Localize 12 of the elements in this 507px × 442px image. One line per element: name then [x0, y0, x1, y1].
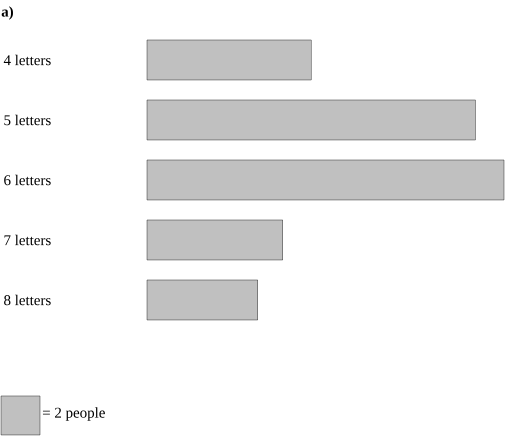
y-tick-label: 7 letters — [4, 234, 51, 246]
y-tick-label: 5 letters — [4, 114, 51, 126]
text: = 2 people — [42, 407, 105, 421]
bar — [146, 40, 312, 80]
text: a) — [2, 6, 13, 20]
y-tick-label: 8 letters — [4, 294, 51, 306]
bar — [146, 280, 258, 320]
bar — [146, 100, 476, 140]
bar — [146, 220, 283, 260]
y-tick-label: 6 letters — [4, 174, 51, 186]
y-tick-label: 4 letters — [4, 54, 51, 66]
bar — [146, 160, 504, 200]
